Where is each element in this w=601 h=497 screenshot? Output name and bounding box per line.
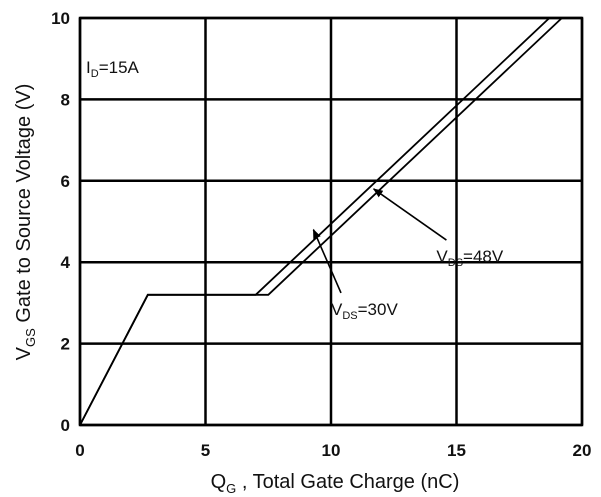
- condition-label: ID=15A: [86, 58, 140, 80]
- x-tick-label-0: 0: [75, 441, 84, 460]
- x-axis-label: QG , Total Gate Charge (nC): [211, 471, 460, 496]
- series-label-vds-48v: VDS=48V: [436, 247, 503, 269]
- plot-frame: [78, 16, 584, 427]
- x-tick-label-4: 20: [573, 441, 592, 460]
- x-tick-label-1: 5: [201, 441, 210, 460]
- grid-lines: [78, 16, 584, 427]
- y-tick-label-2: 4: [61, 253, 71, 272]
- series-label-vds-30v: VDS=30V: [331, 300, 398, 322]
- y-tick-label-5: 10: [51, 9, 70, 28]
- y-tick-label-1: 2: [61, 335, 70, 354]
- y-tick-label-4: 8: [61, 90, 70, 109]
- annotation-arrow-1: [372, 188, 447, 241]
- y-tick-label-3: 6: [61, 172, 70, 191]
- y-tick-label-0: 0: [61, 416, 70, 435]
- annotations: [312, 188, 447, 294]
- x-tick-labels: 0 5 10 15 20: [75, 441, 591, 460]
- annotation-arrow-0: [312, 228, 342, 294]
- x-tick-label-2: 10: [322, 441, 341, 460]
- y-axis-label: VGS Gate to Source Voltage (V): [13, 84, 38, 361]
- series-line-vds-48v: [79, 17, 563, 426]
- y-tick-labels: 0 2 4 6 8 10: [51, 9, 70, 435]
- series-line-vds-30v: [79, 17, 551, 426]
- series-lines: [79, 17, 563, 426]
- x-tick-label-3: 15: [447, 441, 466, 460]
